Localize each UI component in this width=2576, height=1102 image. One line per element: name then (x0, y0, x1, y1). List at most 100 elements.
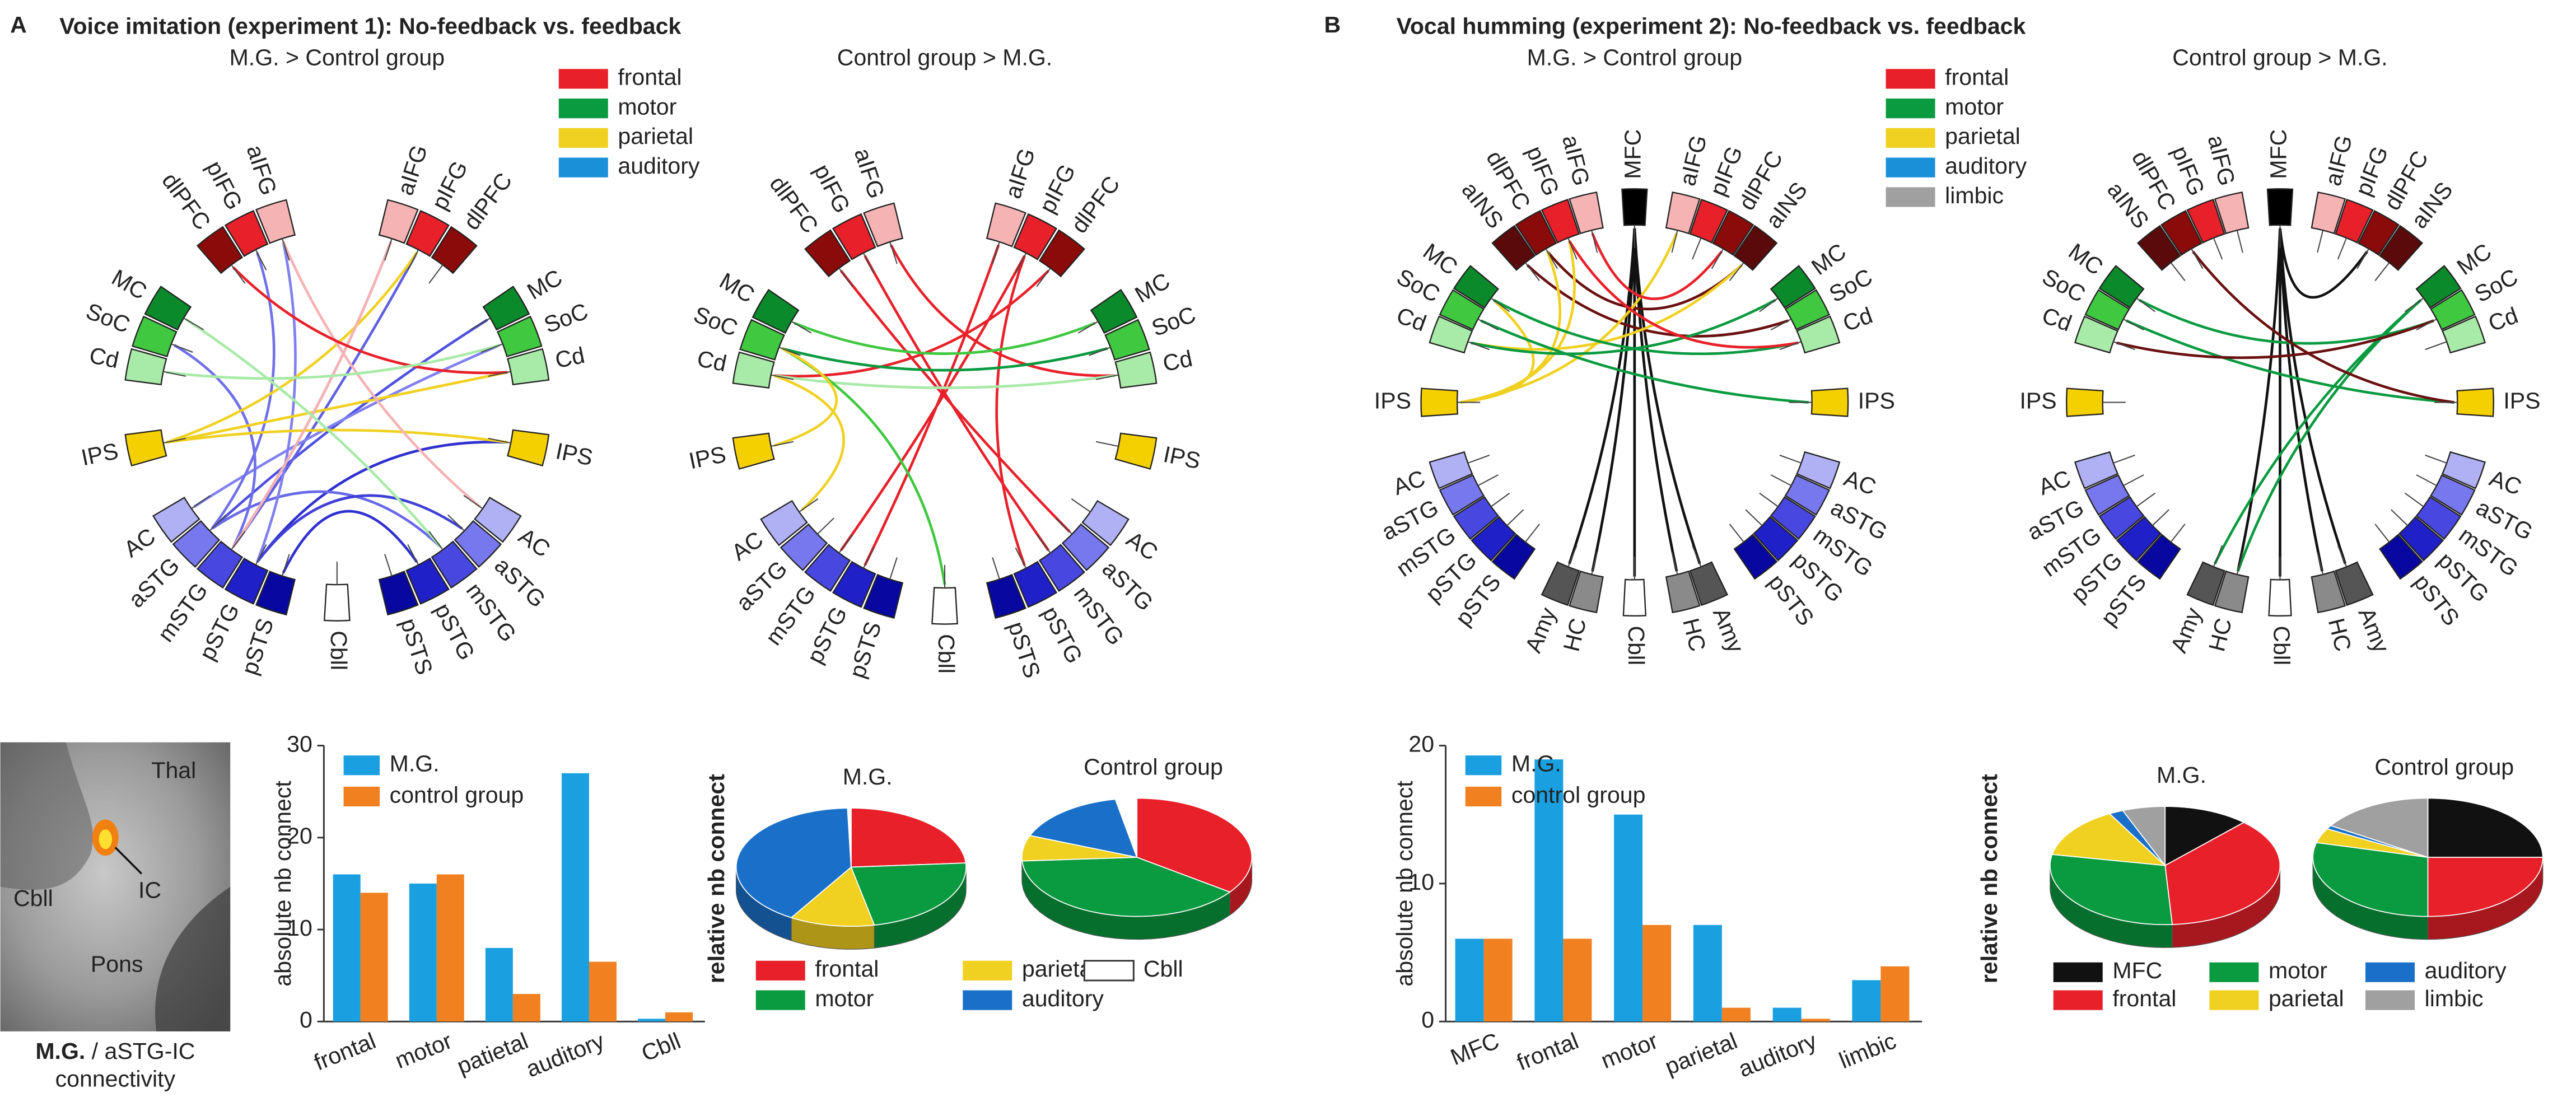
node-tick (488, 371, 511, 377)
node-box (1689, 198, 1729, 244)
connection (1568, 240, 1799, 349)
node-box (2311, 570, 2346, 614)
node-box (1038, 544, 1085, 592)
node-box (2214, 570, 2250, 614)
node-label: MC (522, 264, 566, 305)
node-box (124, 429, 167, 467)
node-tick (1467, 341, 1490, 351)
connection (282, 241, 481, 508)
pie-slice (2050, 853, 2173, 926)
pie-slice (850, 862, 967, 926)
bar (512, 994, 540, 1022)
connection (2126, 319, 2454, 404)
node-label: pSTS (844, 619, 886, 681)
node-label: aIFG (242, 142, 282, 198)
node-box (1541, 198, 1580, 244)
node-box (1090, 288, 1138, 334)
node-box (496, 315, 543, 358)
node-label: aIFG (392, 142, 432, 198)
pie-tops (1021, 797, 1253, 917)
legend-swatch (1465, 786, 1502, 807)
node-tick (889, 241, 898, 264)
node-label: AC (1841, 465, 1879, 500)
node-box (2084, 289, 2130, 331)
legend-swatch (2053, 990, 2103, 1010)
connection (256, 494, 463, 563)
node-tick (1095, 441, 1119, 447)
node-box (1429, 315, 1473, 354)
legend-label: MFC (2112, 958, 2162, 983)
pie-tops (735, 807, 967, 927)
pie-title: M.G. (2157, 762, 2206, 788)
node-box (152, 496, 200, 543)
node-tick (2213, 545, 2223, 567)
node-box (1569, 570, 1604, 614)
legend-label: control group (1511, 782, 1646, 807)
connectogram-subtitle: Control group > M.G. (837, 44, 1052, 70)
node-label: aIFG (850, 145, 890, 202)
node-box (732, 432, 775, 470)
legend-swatch (1465, 755, 1502, 776)
node-box (2415, 496, 2462, 540)
connectogram-subtitle: M.G. > Control group (1527, 44, 1742, 70)
legend-swatch (2365, 990, 2415, 1010)
node-box (2098, 496, 2145, 540)
node-tick (2416, 318, 2437, 331)
x-tick-label: parietal (1662, 1028, 1741, 1080)
node-tick (171, 343, 193, 353)
legend-swatch (2053, 962, 2103, 982)
node-tick (447, 514, 465, 531)
bar (589, 961, 617, 1022)
connection (185, 319, 442, 548)
node-label: pSTG (194, 599, 245, 664)
node-label: pIFG (201, 157, 248, 214)
node-box (507, 429, 550, 467)
node-box (739, 319, 785, 361)
y-axis-label: relative nb connect (703, 774, 729, 983)
node-label: pSTS (236, 615, 278, 678)
node-tick (2213, 237, 2223, 260)
bar (1852, 980, 1881, 1022)
legend-label: frontal (1945, 64, 2009, 90)
node-box (2430, 474, 2476, 516)
node-label: pIFG (426, 157, 473, 214)
connection (232, 241, 393, 548)
node-tick (407, 249, 419, 270)
node-box (732, 351, 775, 389)
connection (193, 344, 501, 508)
connection (232, 267, 508, 375)
node-box (1796, 451, 1841, 489)
node-box (1453, 265, 1499, 309)
node-tick (2136, 492, 2156, 507)
node-tick (2170, 524, 2186, 543)
node-tick (1591, 552, 1598, 575)
node-label: IPS (2503, 387, 2540, 413)
pie-title: Control group (1084, 754, 1223, 779)
activation-core (99, 829, 113, 849)
node-tick (2391, 509, 2409, 526)
node-label: AC (2035, 465, 2074, 500)
node-box (2379, 225, 2424, 271)
legend-label: limbic (2425, 986, 2484, 1011)
legend-swatch (558, 128, 608, 148)
pie-slice (2108, 810, 2166, 866)
node-tick (281, 554, 290, 576)
node-tick (2425, 341, 2447, 351)
bar (1642, 924, 1672, 1022)
connection (2236, 228, 2281, 572)
legend-label: Cbll (1144, 956, 1183, 982)
x-tick-label: auditory (522, 1028, 608, 1082)
node-tick (1545, 248, 1558, 269)
bar (485, 947, 513, 1022)
node-box (2415, 265, 2462, 309)
node-label: HC (2323, 615, 2356, 654)
connection (2213, 299, 2422, 564)
legend-swatch (2209, 962, 2259, 982)
node-box (760, 499, 808, 547)
pie-tops (2050, 806, 2281, 926)
connections (1460, 228, 1809, 577)
node-tick (1770, 474, 1792, 487)
node-tick (816, 517, 834, 535)
node-box (1061, 523, 1110, 571)
connection (1591, 233, 1723, 300)
